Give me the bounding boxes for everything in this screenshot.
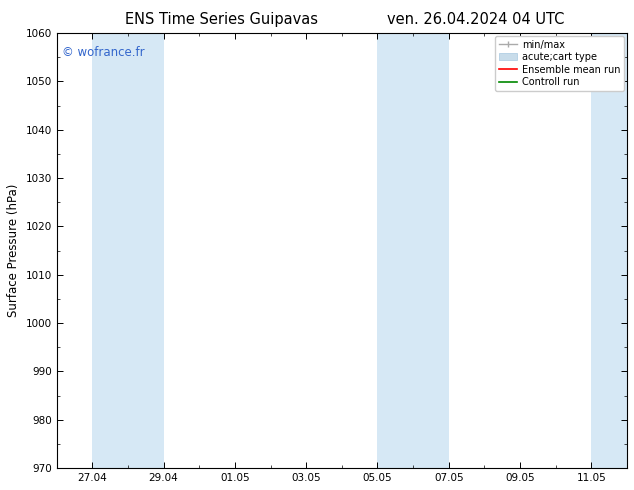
Y-axis label: Surface Pressure (hPa): Surface Pressure (hPa) [7,184,20,318]
Bar [377,33,449,468]
Text: © wofrance.fr: © wofrance.fr [62,46,145,59]
Bar [592,33,627,468]
Bar [93,33,164,468]
Text: ven. 26.04.2024 04 UTC: ven. 26.04.2024 04 UTC [387,12,564,27]
Legend: min/max, acute;cart type, Ensemble mean run, Controll run: min/max, acute;cart type, Ensemble mean … [496,36,624,91]
Text: ENS Time Series Guipavas: ENS Time Series Guipavas [126,12,318,27]
